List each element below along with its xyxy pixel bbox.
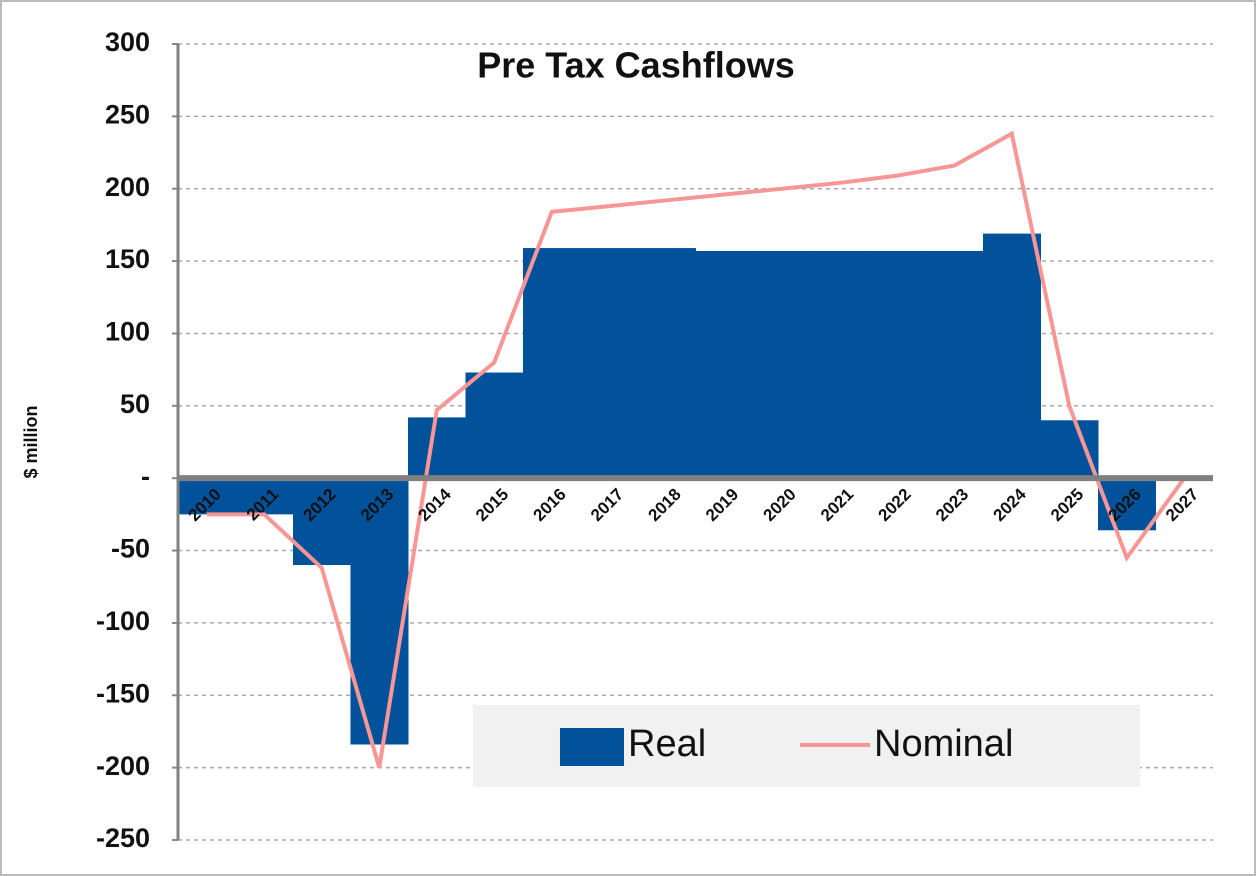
legend-label: Real (628, 723, 706, 765)
marks (178, 130, 1186, 769)
y-axis-label: $ million (21, 405, 41, 478)
chart-title: Pre Tax Cashflows (477, 45, 794, 86)
legend-label: Nominal (874, 723, 1013, 765)
y-tick-label: 200 (105, 172, 150, 202)
y-tick-label: 100 (105, 317, 150, 347)
y-tick-label: -100 (96, 606, 150, 636)
bar (983, 233, 1041, 479)
y-tick-label: 250 (105, 99, 150, 129)
y-tick-label: - (141, 461, 150, 491)
legend: Real Nominal (560, 723, 1013, 766)
bar (178, 478, 236, 515)
bar (1040, 420, 1099, 479)
legend-swatch (560, 728, 624, 766)
y-tick-label: 300 (105, 27, 150, 57)
y-tick-label: 150 (105, 244, 150, 274)
bar (235, 478, 294, 515)
bar (408, 417, 466, 479)
bar (523, 248, 581, 479)
bar (810, 250, 869, 479)
line (206, 130, 1186, 769)
y-tick-label: 50 (120, 389, 150, 419)
bar (638, 248, 696, 479)
bar (580, 248, 639, 479)
y-tick-label: -150 (96, 678, 150, 708)
bar (695, 250, 754, 479)
y-tick-label: -250 (96, 823, 150, 853)
y-tick-label: -200 (96, 751, 150, 781)
bar (753, 250, 811, 479)
bar (465, 372, 524, 479)
bar (925, 250, 984, 479)
bar (868, 250, 926, 479)
y-tick-label: -50 (111, 534, 150, 564)
